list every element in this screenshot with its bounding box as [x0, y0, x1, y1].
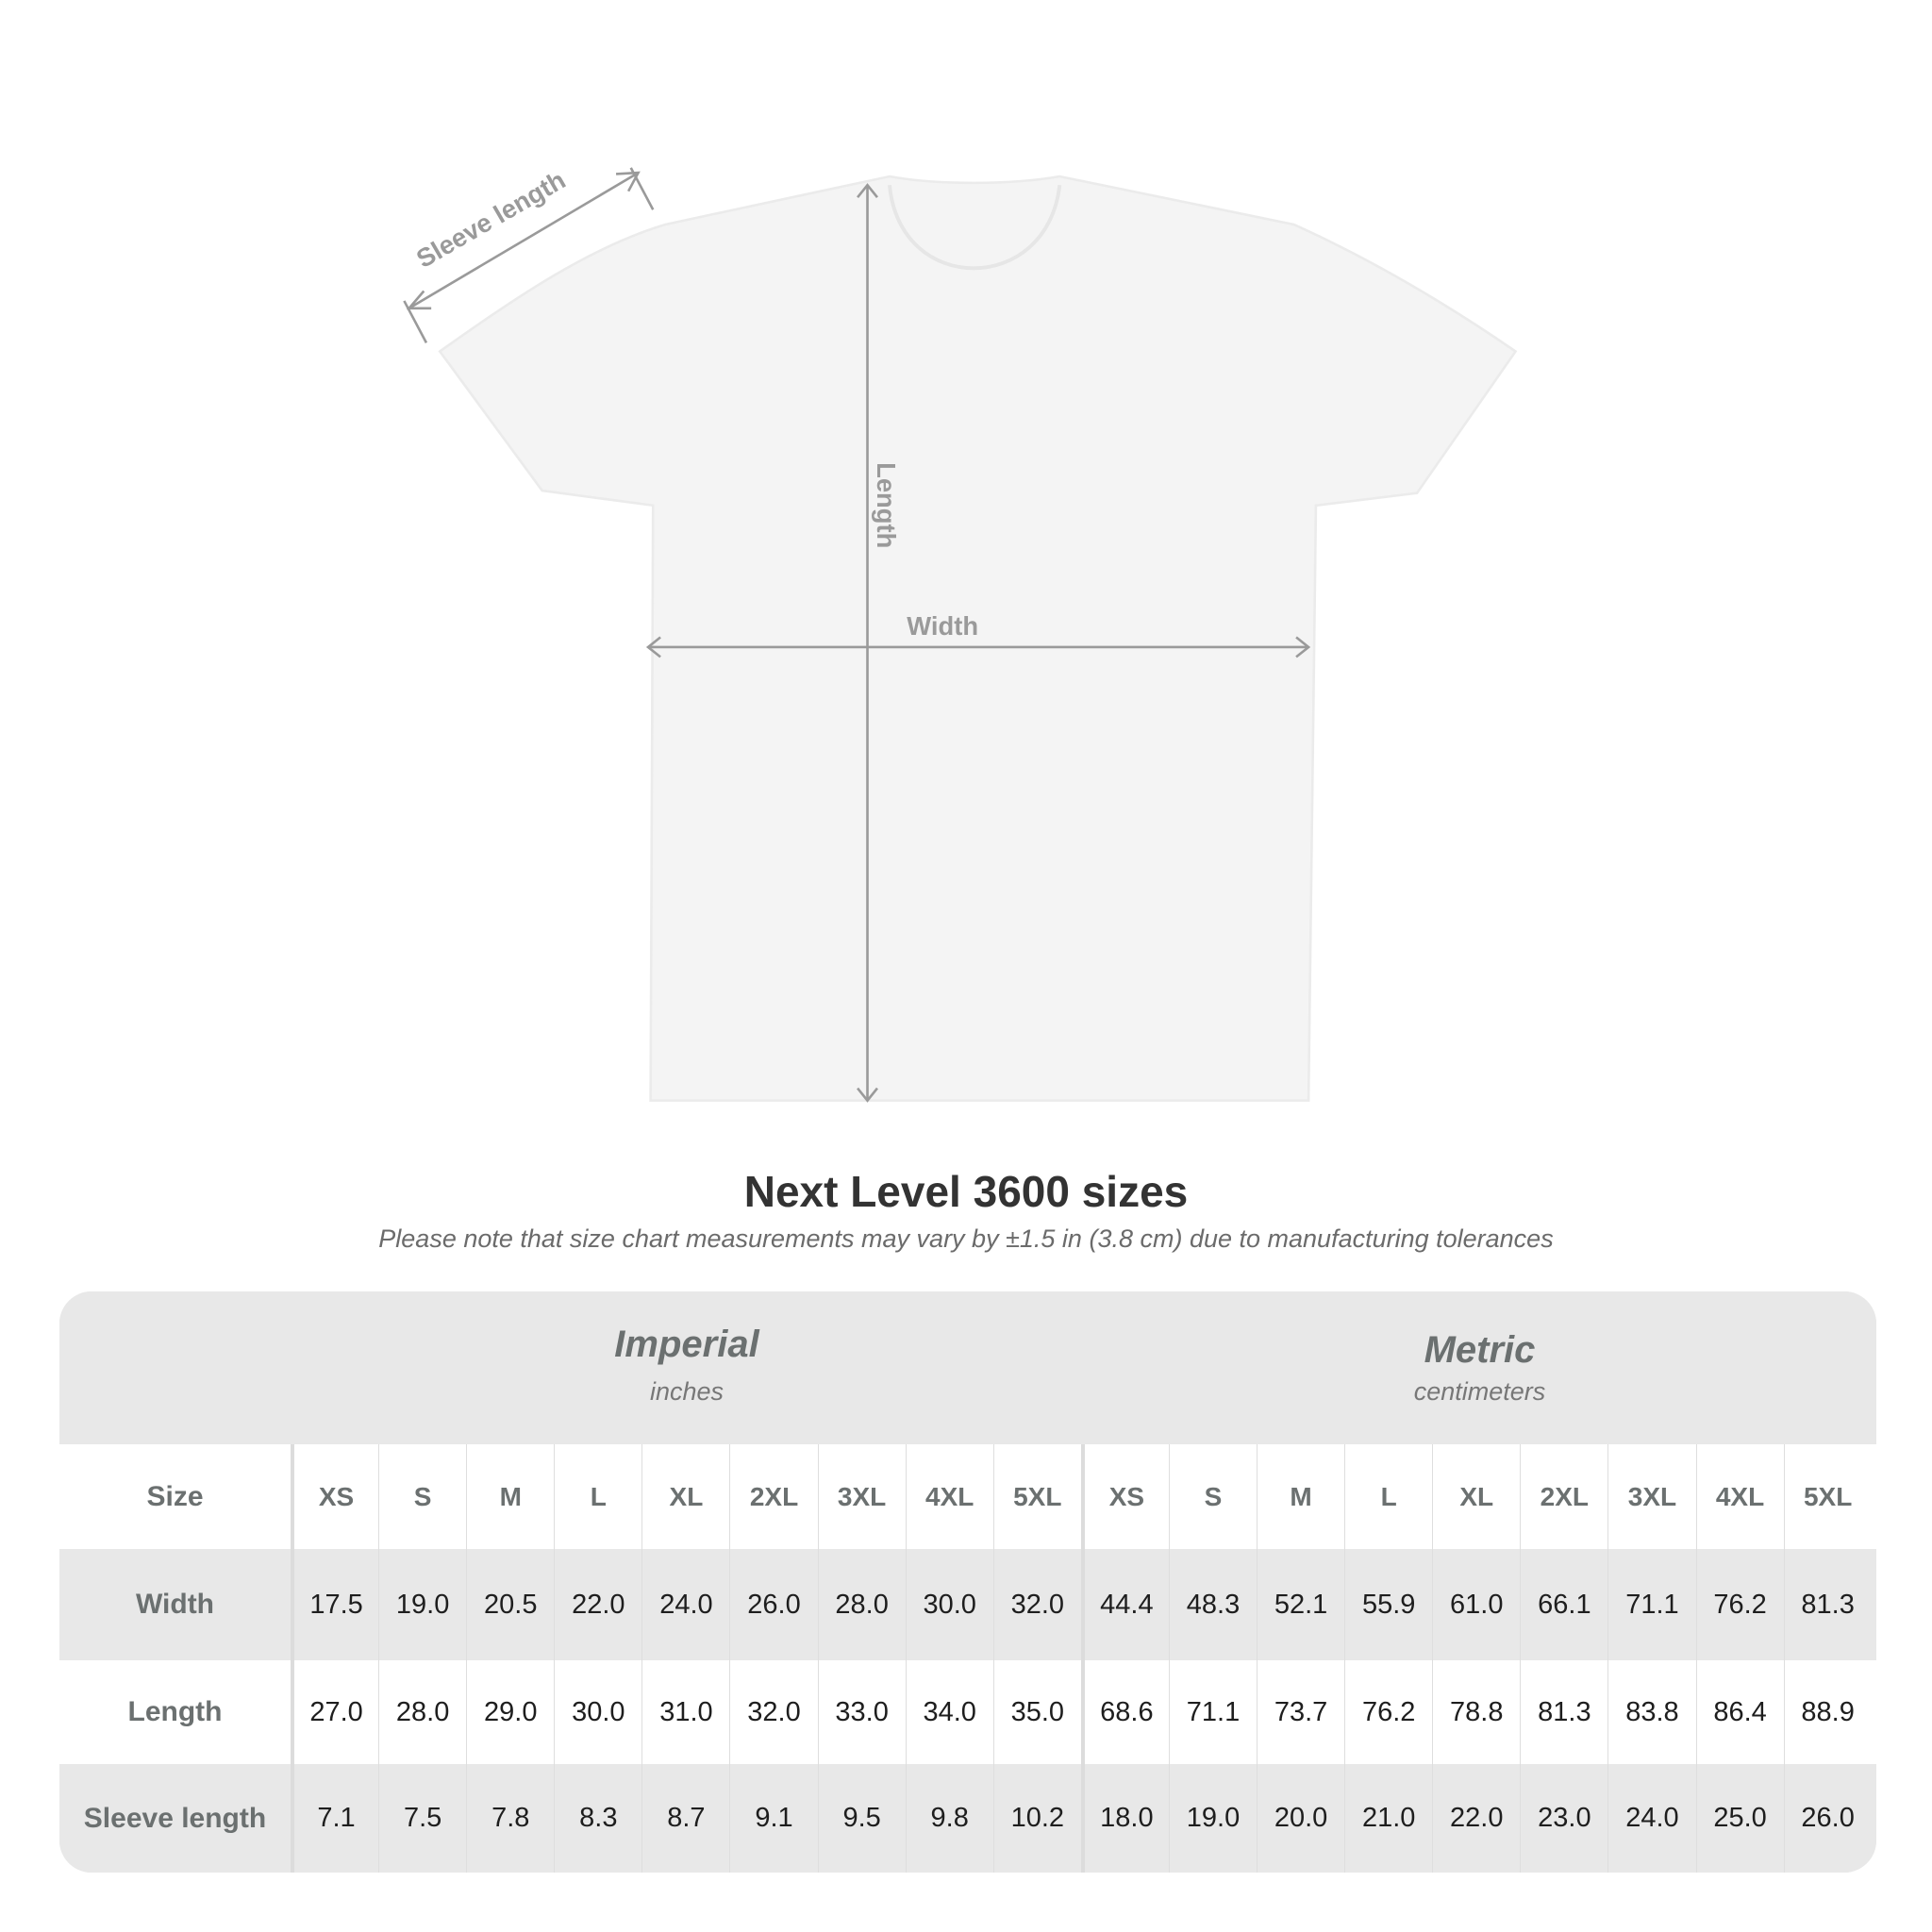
value-cell-imperial: 30.0: [905, 1549, 993, 1660]
size-header-metric: 5XL: [1783, 1444, 1872, 1549]
size-header-metric: XL: [1432, 1444, 1520, 1549]
value-cell-metric: 61.0: [1432, 1549, 1520, 1660]
value-cell-imperial: 9.1: [729, 1764, 817, 1873]
metric-title: Metric: [1424, 1329, 1536, 1371]
value-cell-imperial: 8.7: [641, 1764, 729, 1873]
value-cell-imperial: 34.0: [905, 1660, 993, 1764]
value-cell-imperial: 32.0: [992, 1549, 1081, 1660]
value-cell-metric: 25.0: [1695, 1764, 1784, 1873]
metric-header: Metric centimeters: [1083, 1329, 1876, 1407]
value-cell-imperial: 28.0: [378, 1660, 466, 1764]
imperial-title: Imperial: [614, 1324, 759, 1365]
table-row: Sleeve length 7.1 7.5 7.8 8.3 8.7 9.1 9.5 9.8 10.…: [59, 1764, 1876, 1873]
size-header-metric: M: [1257, 1444, 1344, 1549]
length-label: Length: [872, 462, 901, 548]
value-cell-metric: 22.0: [1432, 1764, 1520, 1873]
sleeve-measure-line: [408, 171, 640, 309]
size-table: Imperial inches Metric centimeters Size X…: [59, 1291, 1876, 1873]
value-cell-imperial: 27.0: [291, 1660, 378, 1764]
value-cell-metric: 44.4: [1080, 1549, 1169, 1660]
tshirt-collar: [888, 184, 1062, 271]
value-cell-metric: 66.1: [1520, 1549, 1607, 1660]
tshirt-diagram: Sleeve length Length Width: [403, 165, 1518, 1103]
value-cell-metric: 81.3: [1520, 1660, 1607, 1764]
value-cell-imperial: 9.5: [817, 1764, 906, 1873]
value-cell-imperial: 31.0: [641, 1660, 729, 1764]
size-header-metric: XS: [1080, 1444, 1169, 1549]
sleeve-length-label: Sleeve length: [411, 165, 571, 274]
size-header-imperial: 5XL: [992, 1444, 1081, 1549]
value-cell-imperial: 29.0: [466, 1660, 554, 1764]
value-cell-metric: 18.0: [1080, 1764, 1169, 1873]
value-cell-imperial: 35.0: [992, 1660, 1081, 1764]
value-cell-metric: 20.0: [1257, 1764, 1344, 1873]
value-cell-imperial: 28.0: [817, 1549, 906, 1660]
size-header-imperial: S: [378, 1444, 466, 1549]
size-header-row: Size XS S M L XL 2XL 3XL 4XL 5XL XS S M L XL 2XL 3XL 4XL 5…: [59, 1444, 1876, 1549]
size-header-imperial: XS: [291, 1444, 378, 1549]
row-label: Length: [127, 1696, 223, 1727]
value-cell-imperial: 9.8: [905, 1764, 993, 1873]
table-row: Width 17.5 19.0 20.5 22.0 24.0 26.0 28.0 30.0 32.…: [59, 1549, 1876, 1660]
value-cell-imperial: 22.0: [554, 1549, 641, 1660]
value-cell-imperial: 26.0: [729, 1549, 817, 1660]
value-cell-imperial: 17.5: [291, 1549, 378, 1660]
size-header-imperial: M: [466, 1444, 554, 1549]
value-cell-metric: 78.8: [1432, 1660, 1520, 1764]
value-cell-imperial: 20.5: [466, 1549, 554, 1660]
value-cell-imperial: 7.5: [378, 1764, 466, 1873]
value-cell-imperial: 7.1: [291, 1764, 378, 1873]
value-cell-metric: 52.1: [1257, 1549, 1344, 1660]
size-header-metric: 2XL: [1520, 1444, 1607, 1549]
width-label: Width: [907, 611, 978, 641]
value-cell-imperial: 33.0: [817, 1660, 906, 1764]
value-cell-imperial: 8.3: [554, 1764, 641, 1873]
value-cell-metric: 19.0: [1168, 1764, 1257, 1873]
value-cell-imperial: 32.0: [729, 1660, 817, 1764]
value-cell-metric: 21.0: [1344, 1764, 1432, 1873]
size-header-imperial: L: [554, 1444, 641, 1549]
value-cell-metric: 55.9: [1344, 1549, 1432, 1660]
value-cell-metric: 81.3: [1783, 1549, 1872, 1660]
row-label: Width: [135, 1589, 215, 1620]
value-cell-metric: 83.8: [1607, 1660, 1695, 1764]
metric-unit: centimeters: [1413, 1377, 1546, 1406]
value-cell-metric: 88.9: [1783, 1660, 1872, 1764]
value-cell-metric: 76.2: [1695, 1549, 1784, 1660]
value-cell-metric: 73.7: [1257, 1660, 1344, 1764]
value-cell-metric: 26.0: [1783, 1764, 1872, 1873]
imperial-header: Imperial inches: [291, 1324, 1083, 1407]
value-cell-imperial: 10.2: [992, 1764, 1081, 1873]
table-header-band: [59, 1291, 1876, 1444]
size-header-imperial: 3XL: [817, 1444, 906, 1549]
tshirt-shape: [438, 175, 1518, 1102]
value-cell-imperial: 7.8: [466, 1764, 554, 1873]
size-header-imperial: 2XL: [729, 1444, 817, 1549]
size-header-metric: S: [1168, 1444, 1257, 1549]
page-title: Next Level 3600 sizes: [743, 1167, 1189, 1216]
size-header-metric: 3XL: [1607, 1444, 1695, 1549]
value-cell-metric: 24.0: [1607, 1764, 1695, 1873]
value-cell-imperial: 24.0: [641, 1549, 729, 1660]
value-cell-metric: 71.1: [1607, 1549, 1695, 1660]
row-label: Sleeve length: [83, 1802, 267, 1834]
value-cell-metric: 71.1: [1168, 1660, 1257, 1764]
size-header-metric: L: [1344, 1444, 1432, 1549]
tolerance-note: Please note that size chart measurements…: [378, 1224, 1554, 1253]
value-cell-imperial: 30.0: [554, 1660, 641, 1764]
imperial-unit: inches: [649, 1377, 724, 1406]
size-header-metric: 4XL: [1695, 1444, 1784, 1549]
value-cell-metric: 68.6: [1080, 1660, 1169, 1764]
value-cell-imperial: 19.0: [378, 1549, 466, 1660]
value-cell-metric: 23.0: [1520, 1764, 1607, 1873]
size-header-imperial: 4XL: [905, 1444, 993, 1549]
table-row: Length 27.0 28.0 29.0 30.0 31.0 32.0 33.0 34.0 35…: [59, 1660, 1876, 1764]
size-column-label: Size: [146, 1480, 204, 1512]
size-header-imperial: XL: [641, 1444, 729, 1549]
value-cell-metric: 48.3: [1168, 1549, 1257, 1660]
value-cell-metric: 76.2: [1344, 1660, 1432, 1764]
value-cell-metric: 86.4: [1695, 1660, 1784, 1764]
